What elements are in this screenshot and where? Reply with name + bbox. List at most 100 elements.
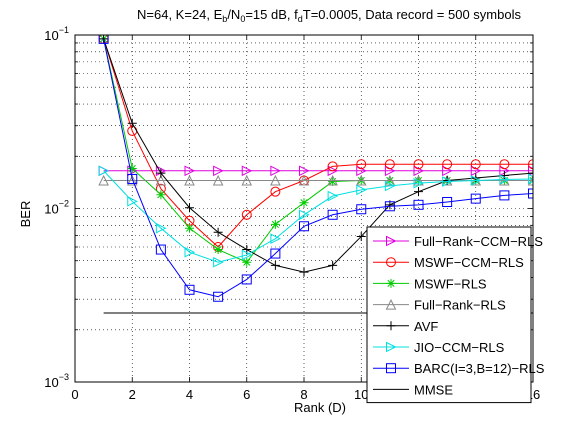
data-point xyxy=(127,164,137,174)
legend-marker xyxy=(386,363,396,374)
data-point xyxy=(213,227,223,237)
legend-marker xyxy=(386,321,396,331)
data-point xyxy=(241,209,252,220)
legend-marker xyxy=(386,235,397,247)
chart-title-part-d: T=0.0005, Data record = 500 symbols xyxy=(303,7,522,22)
data-point xyxy=(327,161,338,172)
data-point xyxy=(414,187,423,197)
legend-label: Full−Rank−CCM−RLS xyxy=(414,234,543,249)
data-point xyxy=(185,223,194,233)
y-tick-label: 10−2 xyxy=(44,199,69,217)
chart-title-sub-c: d xyxy=(298,14,303,24)
x-tick-label: 6 xyxy=(243,387,250,402)
data-point xyxy=(528,159,533,170)
y-tick-exponent: −3 xyxy=(59,372,69,382)
data-point xyxy=(155,222,167,234)
data-point xyxy=(299,221,309,232)
legend-marker xyxy=(386,257,396,268)
chart-title-part-c: =15 dB, f xyxy=(245,7,298,22)
legend-label: MSWF−RLS xyxy=(414,276,487,291)
legend-item: AVF xyxy=(373,319,438,334)
series-5 xyxy=(98,165,533,268)
data-point xyxy=(156,190,166,200)
data-point xyxy=(328,260,338,270)
chart-title-sub-a: b xyxy=(222,14,227,24)
legend-label: MMSE xyxy=(414,382,453,397)
legend: Full−Rank−CCM−RLS MSWF−CCM−RLS MSWF−RLS Ful… xyxy=(366,226,545,404)
data-point xyxy=(356,184,367,196)
data-point xyxy=(155,174,167,186)
data-point xyxy=(384,174,396,186)
data-point xyxy=(213,165,224,177)
chart-title-part-b: /N xyxy=(227,7,240,22)
data-point xyxy=(127,118,137,128)
data-point xyxy=(299,209,310,221)
data-point xyxy=(98,174,109,186)
data-point xyxy=(126,174,138,186)
data-point xyxy=(98,35,109,44)
data-point xyxy=(270,186,281,197)
series-line xyxy=(103,170,533,263)
legend-item: MSWF−CCM−RLS xyxy=(373,255,524,270)
data-point xyxy=(184,246,196,258)
data-point xyxy=(270,233,281,244)
data-point xyxy=(184,165,196,177)
legend-label: JIO−CCM−RLS xyxy=(414,340,505,355)
series-1 xyxy=(98,35,533,252)
series-4 xyxy=(99,35,533,277)
data-point xyxy=(470,193,481,204)
legend-item: Full−Rank−CCM−RLS xyxy=(373,234,543,249)
series-layer xyxy=(98,35,533,314)
legend-label: BARC(I=3,B=12)−RLS xyxy=(414,361,545,376)
y-tick-base: 10 xyxy=(44,375,58,390)
data-point xyxy=(270,260,280,270)
legend-item: JIO−CCM−RLS xyxy=(373,340,505,355)
y-tick-base: 10 xyxy=(44,28,58,43)
x-tick-label: 0 xyxy=(71,387,78,402)
data-point xyxy=(528,165,533,177)
legend-label: Full−Rank−RLS xyxy=(414,298,506,313)
data-point xyxy=(270,174,281,186)
legend-marker xyxy=(386,341,397,353)
data-point xyxy=(213,291,224,302)
y-tick-exponent: −2 xyxy=(59,199,69,209)
series-line xyxy=(103,38,533,248)
data-point xyxy=(355,174,367,186)
series-line xyxy=(103,38,533,298)
data-point xyxy=(442,159,453,170)
data-point xyxy=(528,173,533,185)
legend-marker xyxy=(386,278,396,288)
data-point xyxy=(356,231,366,241)
data-point xyxy=(356,204,367,215)
data-point xyxy=(127,173,138,184)
series-6 xyxy=(98,35,533,302)
y-tick-base: 10 xyxy=(44,202,58,217)
data-point xyxy=(442,176,453,187)
data-point xyxy=(241,165,253,177)
data-point xyxy=(327,174,338,186)
legend-item: MSWF−RLS xyxy=(373,276,487,291)
legend-item: Full−Rank−RLS xyxy=(373,298,506,313)
data-point xyxy=(184,284,195,295)
legend-label: MSWF−CCM−RLS xyxy=(414,255,524,270)
data-point xyxy=(155,244,166,255)
data-point xyxy=(442,197,453,208)
legend-item: BARC(I=3,B=12)−RLS xyxy=(373,361,545,376)
data-point xyxy=(413,177,425,189)
data-point xyxy=(356,159,367,170)
data-point xyxy=(528,168,533,178)
x-tick-label: 2 xyxy=(129,387,136,402)
data-point xyxy=(299,267,309,277)
data-point xyxy=(499,174,510,185)
data-point xyxy=(184,174,195,186)
data-point xyxy=(242,257,252,267)
series-line xyxy=(103,38,533,273)
legend-box xyxy=(366,226,532,404)
data-point xyxy=(328,177,338,187)
data-point xyxy=(241,249,253,261)
data-point xyxy=(413,199,424,210)
data-point xyxy=(327,190,339,202)
data-point xyxy=(384,159,395,170)
data-point xyxy=(499,190,510,201)
